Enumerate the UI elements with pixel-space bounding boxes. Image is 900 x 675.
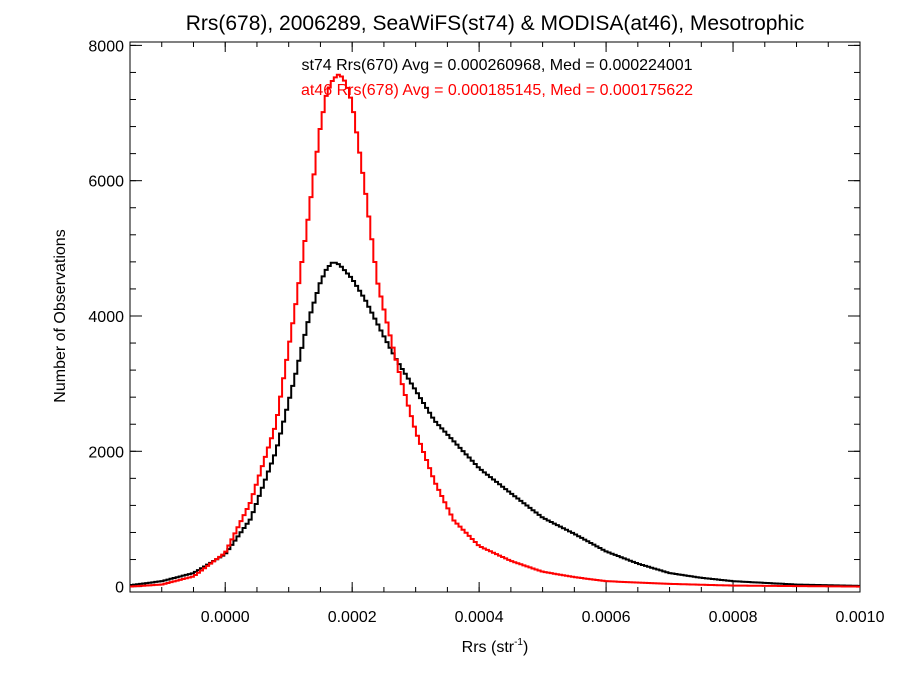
series-group <box>130 73 860 588</box>
legend-entry-black: st74 Rrs(670) Avg = 0.000260968, Med = 0… <box>301 57 692 74</box>
x-tick-label: 0.0002 <box>328 609 377 626</box>
x-axis-label-sup: -1 <box>514 637 523 648</box>
y-tick-label: 4000 <box>88 309 124 326</box>
y-tick-label: 8000 <box>88 38 124 55</box>
y-tick-label: 6000 <box>88 174 124 191</box>
x-axis-label-close: ) <box>523 639 528 656</box>
x-axis-ticks: 0.0000 0.0002 0.0004 0.0006 0.0008 0.0010 <box>161 42 885 626</box>
x-axis-label: Rrs (str-1) <box>462 637 529 656</box>
x-tick-label: 0.0006 <box>582 609 631 626</box>
plot-frame <box>129 41 861 593</box>
chart-title: Rrs(678), 2006289, SeaWiFS(st74) & MODIS… <box>186 12 805 35</box>
x-tick-label: 0.0010 <box>836 609 885 626</box>
x-tick-label: 0.0004 <box>455 609 504 626</box>
series-line-st74 <box>130 261 860 587</box>
x-tick-label: 0.0008 <box>709 609 758 626</box>
series-line-at46 <box>130 73 860 588</box>
x-axis-label-main: Rrs (str <box>462 639 515 656</box>
y-tick-label: 0 <box>115 580 124 597</box>
legend-entry-red: at46 Rrs(678) Avg = 0.000185145, Med = 0… <box>301 82 693 99</box>
y-tick-label: 2000 <box>88 444 124 461</box>
x-tick-label: 0.0000 <box>201 609 250 626</box>
y-axis-label: Number of Observations <box>52 229 69 402</box>
y-axis-ticks: 0 2000 4000 6000 8000 <box>88 38 860 597</box>
